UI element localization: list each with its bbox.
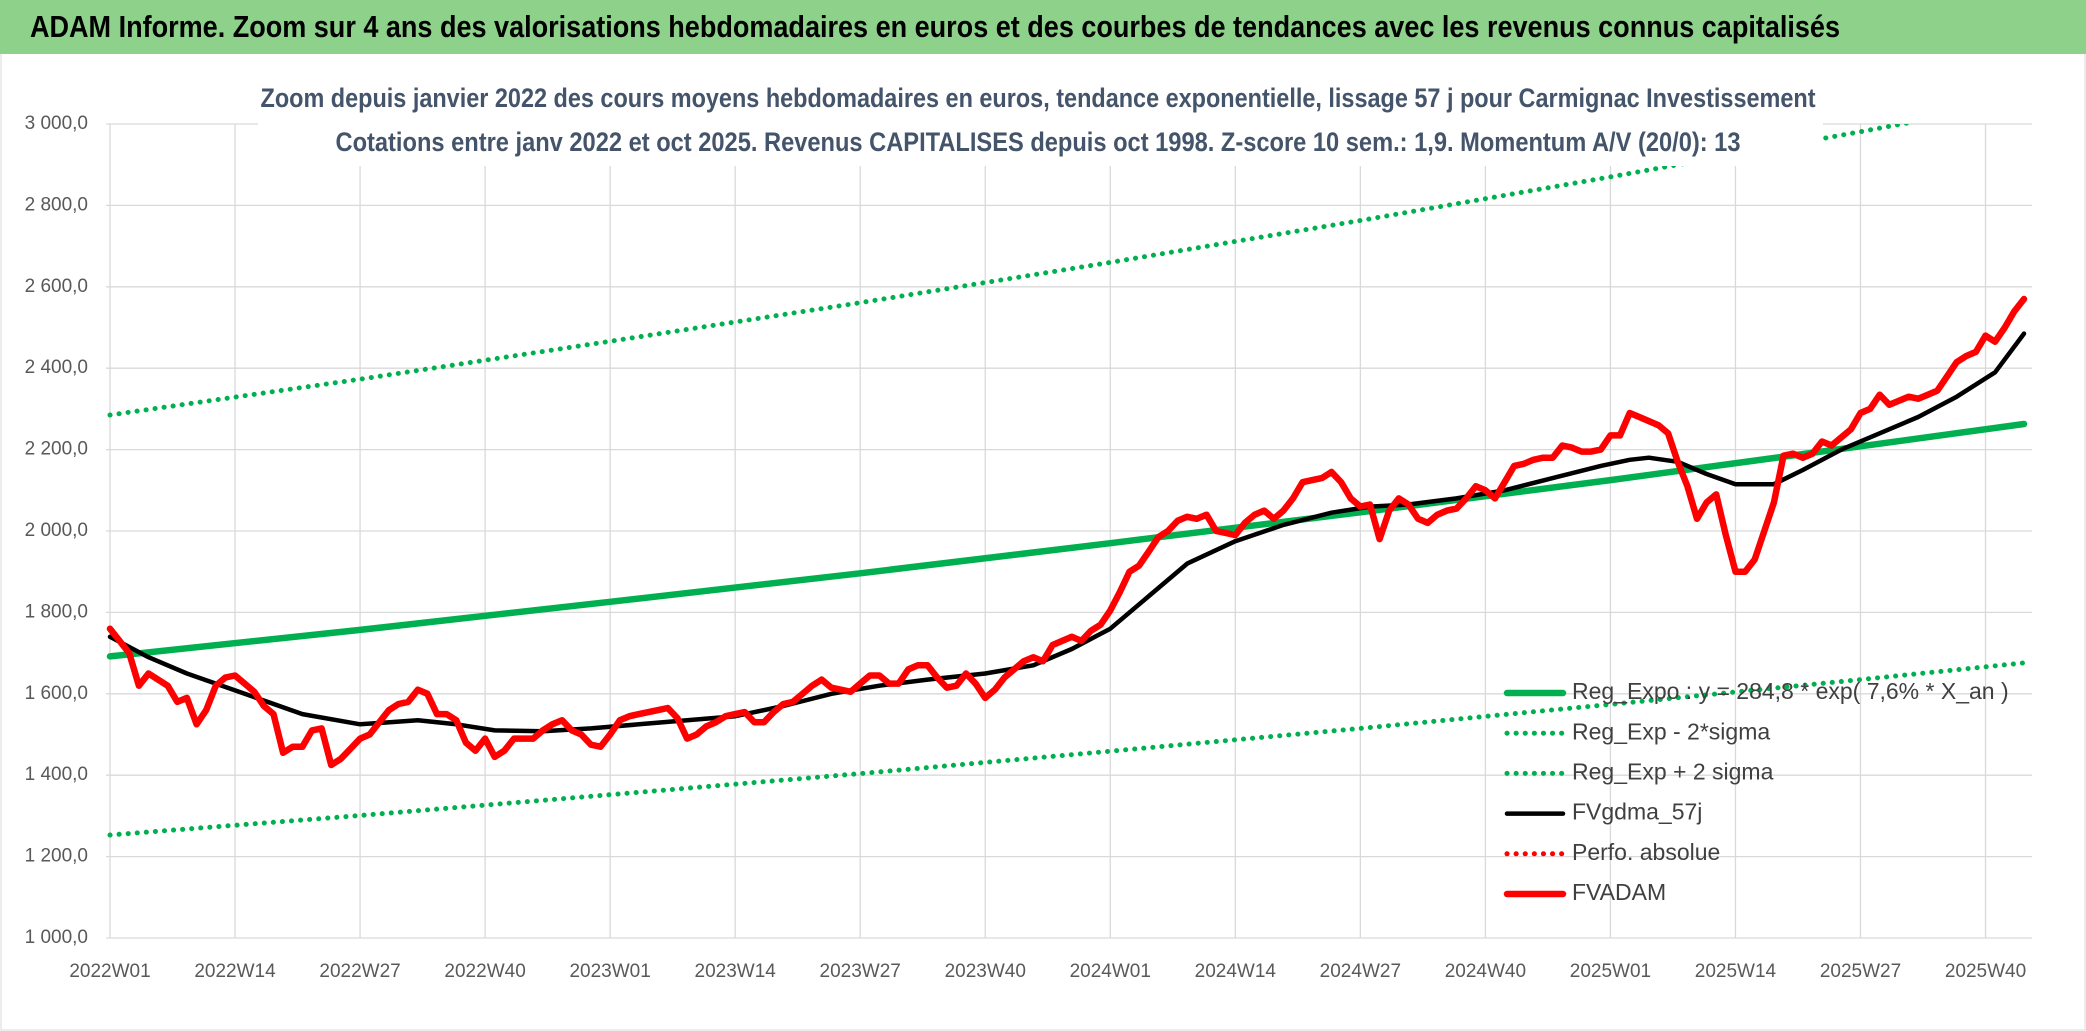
x-tick-label: 2024W27 xyxy=(1320,961,1401,982)
header-title: ADAM Informe. Zoom sur 4 ans des valoris… xyxy=(30,9,1840,44)
header-bar xyxy=(0,0,2086,54)
legend-label: Reg_Exp + 2 sigma xyxy=(1572,758,1774,784)
x-tick-label: 2024W01 xyxy=(1070,961,1151,982)
x-tick-label: 2023W14 xyxy=(695,961,777,982)
x-tick-label: 2022W01 xyxy=(69,961,150,982)
series-line xyxy=(106,420,2028,660)
series-line xyxy=(107,124,1916,418)
x-tick-label: 2022W27 xyxy=(319,961,400,982)
x-tick-label: 2023W01 xyxy=(569,961,650,982)
series-line xyxy=(107,331,2027,734)
x-tick-label: 2025W14 xyxy=(1695,961,1777,982)
legend-label: Reg_Exp - 2*sigma xyxy=(1572,718,1770,744)
y-tick-label: 1 200,0 xyxy=(25,846,88,867)
y-tick-label: 2 000,0 xyxy=(25,520,88,541)
x-tick-label: 2024W14 xyxy=(1195,961,1277,982)
y-tick-label: 3 000,0 xyxy=(25,113,88,134)
legend-label: FVgdma_57j xyxy=(1572,799,1702,825)
x-tick-label: 2025W01 xyxy=(1570,961,1651,982)
y-tick-label: 2 200,0 xyxy=(25,439,88,460)
legend: Reg_Expo : y = 284,8 * exp( 7,6% * X_an … xyxy=(1503,678,2009,905)
series-line xyxy=(106,295,2028,769)
x-tick-label: 2023W27 xyxy=(820,961,901,982)
grid: 1 000,0 1 200,0 1 400,0 1 600,0 1 800,0 2 000… xyxy=(25,113,2032,982)
x-tick-label: 2022W14 xyxy=(194,961,276,982)
legend-label: FVADAM xyxy=(1572,879,1666,905)
x-tick-label: 2022W40 xyxy=(444,961,525,982)
y-tick-label: 2 400,0 xyxy=(25,357,88,378)
chart-subtitle: Cotations entre janv 2022 et oct 2025. R… xyxy=(336,127,1741,157)
y-tick-label: 1 800,0 xyxy=(25,601,88,622)
plot xyxy=(106,124,2028,838)
legend-label: Reg_Expo : y = 284,8 * exp( 7,6% * X_an … xyxy=(1572,678,2009,704)
x-tick-label: 2024W40 xyxy=(1445,961,1526,982)
title-box xyxy=(258,80,1823,166)
y-tick-label: 2 600,0 xyxy=(25,276,88,297)
x-tick-label: 2023W40 xyxy=(945,961,1026,982)
x-tick-label: 2025W27 xyxy=(1820,961,1901,982)
chart-title: Zoom depuis janvier 2022 des cours moyen… xyxy=(261,83,1816,113)
legend-label: Perfo. absolue xyxy=(1572,839,1720,865)
y-tick-label: 2 800,0 xyxy=(25,194,88,215)
y-tick-label: 1 600,0 xyxy=(25,683,88,704)
series-line xyxy=(107,660,2027,838)
x-tick-label: 2025W40 xyxy=(1945,961,2026,982)
y-tick-label: 1 400,0 xyxy=(25,764,88,785)
y-tick-label: 1 000,0 xyxy=(25,927,88,948)
